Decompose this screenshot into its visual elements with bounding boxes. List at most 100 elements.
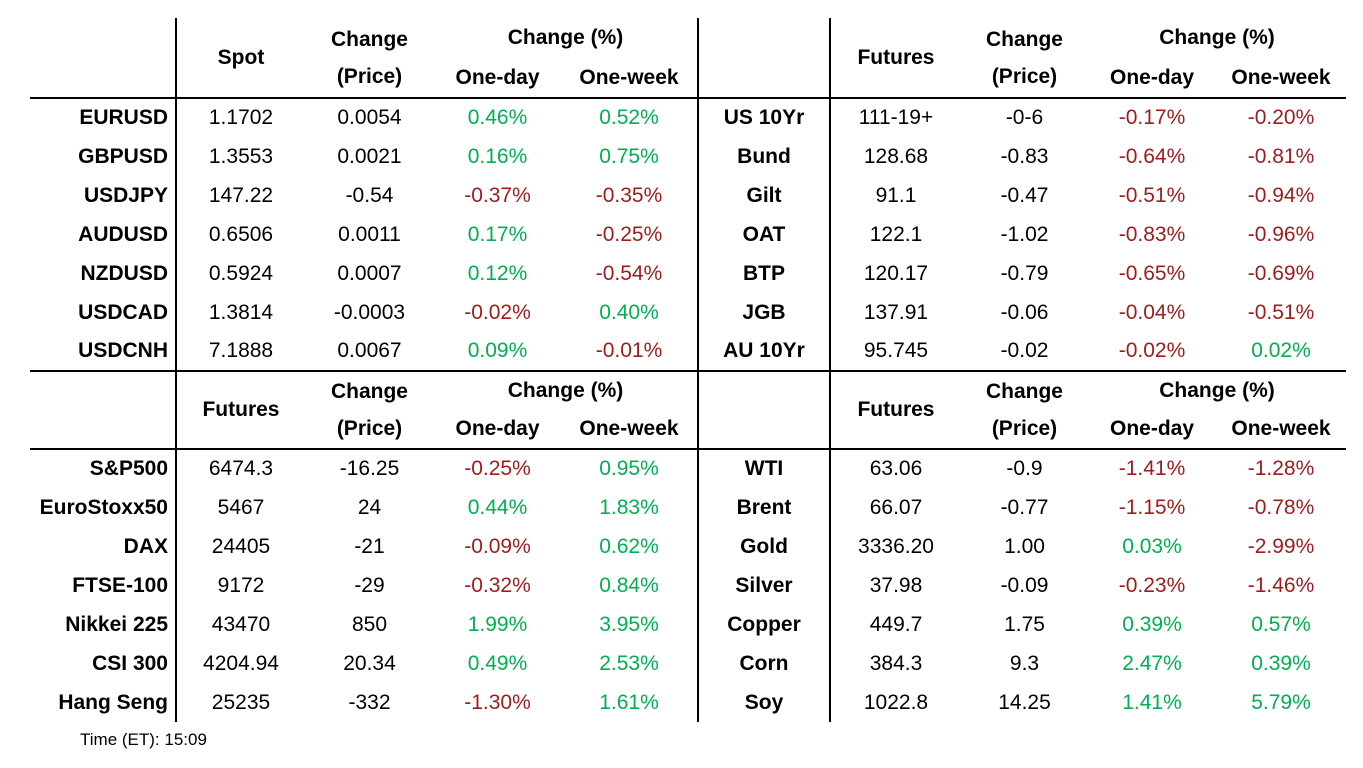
one-week-pct-cell: 0.02%: [1216, 332, 1346, 372]
one-day-pct-cell: -0.32%: [464, 573, 531, 597]
change-price-cell: -0.0003: [333, 300, 406, 324]
price-cell: 0.6506: [208, 222, 274, 246]
label-column-header: [697, 371, 831, 450]
price-cell: 120.17: [863, 261, 929, 285]
commodities-body: WTI 63.06 -0.9 -1.41% -1.28% Brent 66.07…: [697, 449, 1346, 722]
table-row: FTSE-100 9172 -29 -0.32% 0.84%: [30, 566, 697, 605]
one-week-pct-cell: 0.39%: [1251, 651, 1311, 675]
change-price-cell: -0.54: [345, 183, 394, 207]
instrument-label: EuroStoxx50: [30, 488, 177, 527]
one-week-pct-cell: -0.35%: [595, 183, 663, 207]
change-price-cell: -1.02: [1000, 222, 1049, 246]
one-day-pct-cell: -1.41%: [1118, 457, 1186, 480]
one-day-pct-cell: 1.99%: [467, 612, 528, 636]
one-day-header: One-day: [434, 410, 561, 450]
change-price-cell: -0-6: [1005, 106, 1044, 129]
table-row: Copper 449.7 1.75 0.39% 0.57%: [697, 605, 1346, 644]
price-cell: 43470: [211, 612, 271, 636]
one-week-pct-cell: -0.96%: [1247, 222, 1315, 246]
futures-header: Futures: [830, 371, 961, 450]
price-cell: 1.3553: [208, 144, 274, 168]
change-price-header-line2: (Price): [336, 417, 403, 440]
price-cell: 9172: [217, 573, 265, 597]
fx-body: EURUSD 1.1702 0.0054 0.46% 0.52% GBPUSD …: [30, 98, 697, 372]
price-cell: 0.5924: [208, 261, 274, 285]
equities-body: S&P500 6474.3 -16.25 -0.25% 0.95% EuroSt…: [30, 449, 697, 722]
one-week-pct-cell: 0.62%: [599, 534, 659, 558]
market-table-left: Spot Change (Price) Change (%) One-day O…: [30, 18, 697, 722]
instrument-label: BTP: [697, 254, 831, 293]
change-price-header-line2: (Price): [991, 417, 1058, 440]
change-price-header-line2: (Price): [336, 64, 403, 88]
price-cell: 384.3: [869, 651, 923, 675]
one-week-pct-cell: 0.95%: [599, 457, 659, 480]
change-pct-group-header: Change (%): [507, 379, 624, 402]
one-week-pct-cell: 0.52%: [599, 106, 659, 129]
price-cell: 63.06: [869, 457, 923, 480]
price-cell: 122.1: [869, 222, 923, 246]
table-row: US 10Yr 111-19+ -0-6 -0.17% -0.20%: [697, 98, 1346, 137]
one-day-pct-cell: 0.12%: [467, 261, 528, 285]
change-pct-group-header: Change (%): [1159, 26, 1275, 49]
label-column-header: [697, 18, 831, 99]
futures-header: Futures: [830, 18, 961, 99]
change-price-header-line1: Change: [330, 27, 408, 51]
change-price-header-line2: (Price): [991, 64, 1058, 88]
one-week-pct-cell: -0.81%: [1247, 144, 1315, 168]
one-week-pct-cell: 5.79%: [1251, 690, 1311, 714]
instrument-label: WTI: [697, 449, 831, 488]
market-table-right: Futures Change (Price) Change (%) One-da…: [697, 18, 1346, 722]
change-price-cell: 14.25: [998, 690, 1051, 714]
table-row: Gilt 91.1 -0.47 -0.51% -0.94%: [697, 176, 1346, 215]
change-price-header: Change (Price): [305, 18, 434, 99]
price-cell: 3336.20: [858, 534, 934, 558]
table-row: Soy 1022.8 14.25 1.41% 5.79%: [697, 683, 1346, 722]
table-row: Gold 3336.20 1.00 0.03% -2.99%: [697, 527, 1346, 566]
one-week-pct-cell: 3.95%: [599, 612, 659, 636]
instrument-label: USDJPY: [30, 176, 177, 215]
one-week-pct-cell: 0.84%: [599, 573, 659, 597]
one-day-pct-cell: 0.09%: [434, 332, 561, 372]
one-day-pct-cell: -1.30%: [464, 690, 531, 714]
table-row: OAT 122.1 -1.02 -0.83% -0.96%: [697, 215, 1346, 254]
one-week-pct-cell: -0.94%: [1247, 183, 1315, 207]
change-price-cell: 0.0011: [338, 222, 401, 246]
one-week-pct-cell: 1.61%: [599, 690, 659, 714]
one-week-pct-cell: 1.83%: [599, 495, 659, 519]
instrument-label: JGB: [697, 293, 831, 332]
table-row: GBPUSD 1.3553 0.0021 0.16% 0.75%: [30, 137, 697, 176]
change-price-header-line1: Change: [330, 380, 408, 403]
instrument-label: Corn: [697, 644, 831, 683]
instrument-label: Brent: [697, 488, 831, 527]
one-week-header: One-week: [1216, 410, 1346, 450]
one-day-pct-cell: -0.83%: [1118, 222, 1186, 246]
instrument-label: FTSE-100: [30, 566, 177, 605]
instrument-label: EURUSD: [30, 98, 177, 137]
table-row: DAX 24405 -21 -0.09% 0.62%: [30, 527, 697, 566]
one-day-pct-cell: 0.16%: [467, 144, 528, 168]
table-row: NZDUSD 0.5924 0.0007 0.12% -0.54%: [30, 254, 697, 293]
change-price-cell: -0.83: [1000, 144, 1049, 168]
price-cell: 91.1: [875, 183, 917, 207]
one-day-header: One-day: [1088, 58, 1216, 99]
table-row: Silver 37.98 -0.09 -0.23% -1.46%: [697, 566, 1346, 605]
table-row: AU 10Yr 95.745 -0.02 -0.02% 0.02%: [697, 332, 1346, 372]
one-day-pct-cell: 0.49%: [467, 651, 528, 675]
bonds-body: US 10Yr 111-19+ -0-6 -0.17% -0.20% Bund …: [697, 98, 1346, 372]
one-day-pct-cell: -0.02%: [464, 300, 531, 324]
one-week-pct-cell: -0.20%: [1247, 106, 1315, 129]
change-price-header: Change (Price): [305, 371, 434, 450]
table-row: JGB 137.91 -0.06 -0.04% -0.51%: [697, 293, 1346, 332]
one-day-pct-cell: -0.02%: [1088, 332, 1216, 372]
price-cell: 37.98: [869, 573, 923, 597]
table-row: Nikkei 225 43470 850 1.99% 3.95%: [30, 605, 697, 644]
instrument-label: NZDUSD: [30, 254, 177, 293]
table-row: USDCNH 7.1888 0.0067 0.09% -0.01%: [30, 332, 697, 372]
one-week-pct-cell: 0.57%: [1251, 612, 1311, 636]
instrument-label: Copper: [697, 605, 831, 644]
price-cell: 7.1888: [176, 332, 305, 372]
change-price-cell: -0.09: [1000, 573, 1049, 597]
one-week-pct-cell: -0.78%: [1247, 495, 1315, 519]
instrument-label: US 10Yr: [697, 98, 831, 137]
change-price-header-line1: Change: [985, 380, 1063, 403]
